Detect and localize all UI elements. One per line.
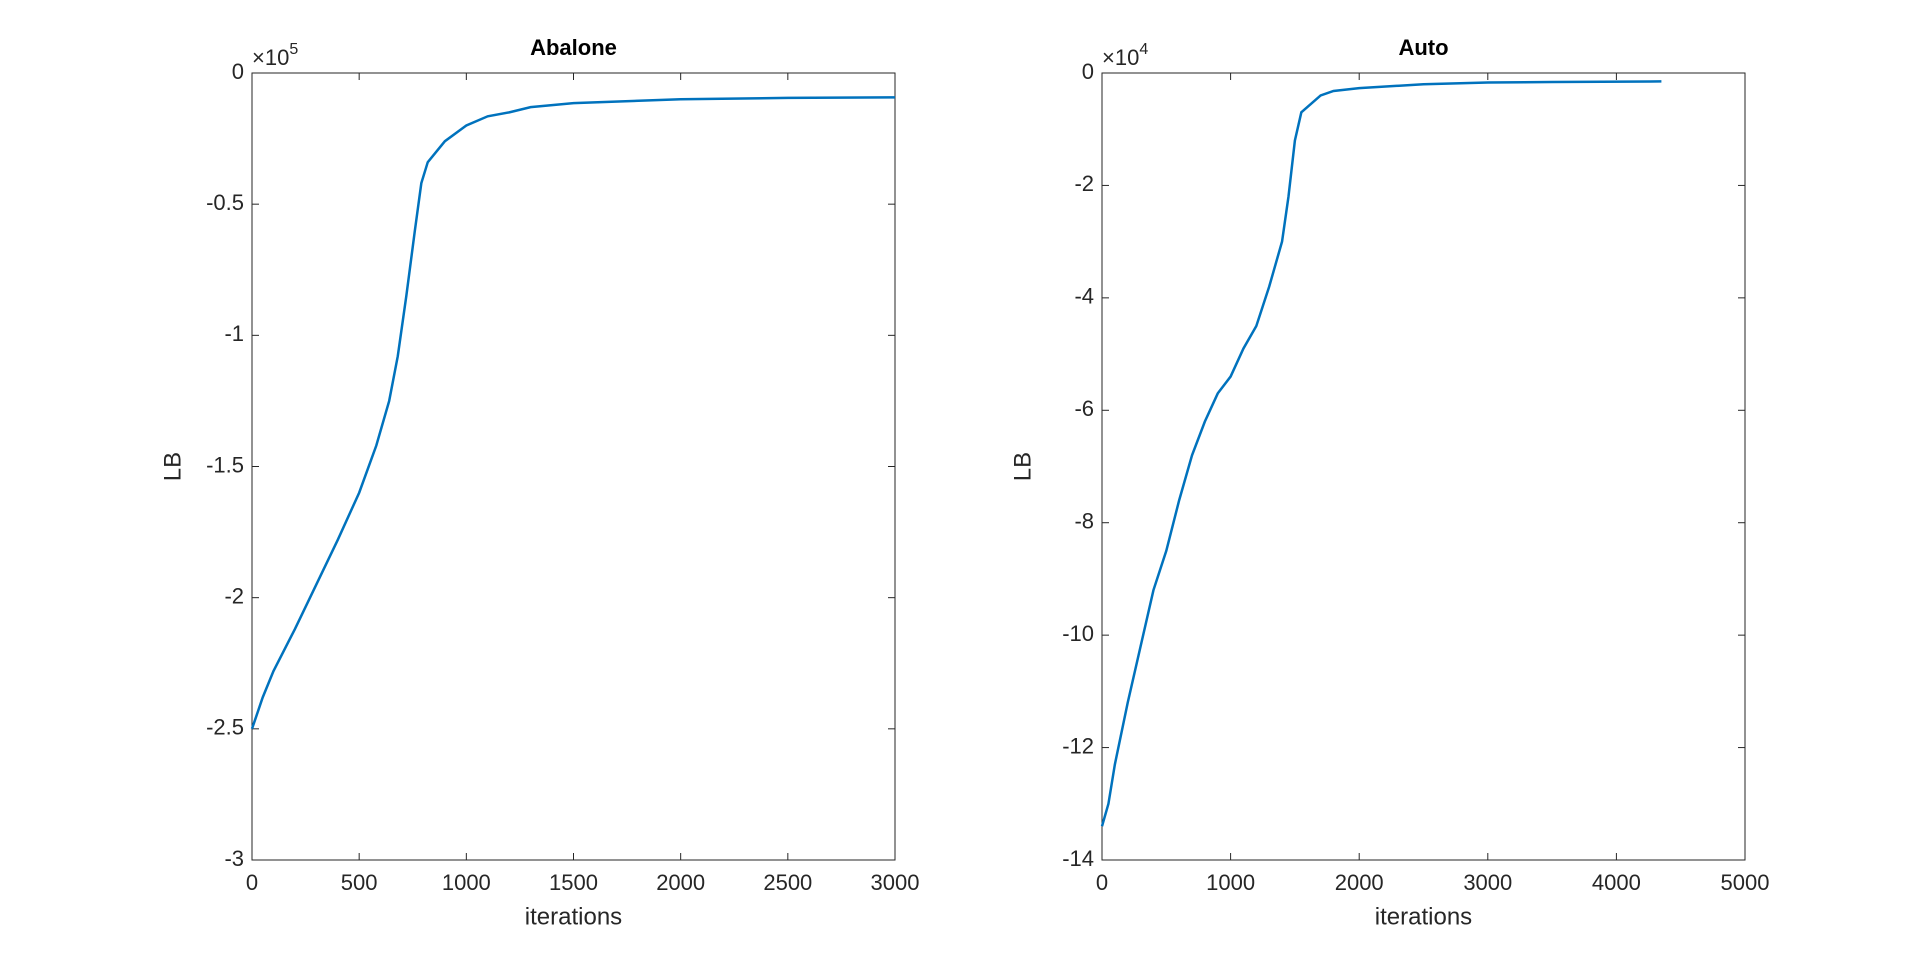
y-tick-label: -0.5 xyxy=(206,190,244,215)
y-axis-label: LB xyxy=(1009,452,1036,481)
x-axis-label: iterations xyxy=(525,903,622,930)
y-multiplier: ×105 xyxy=(252,41,298,70)
x-tick-label: 1000 xyxy=(1206,870,1255,895)
multiplier-base: ×10 xyxy=(1102,45,1139,70)
y-tick-label: -2.5 xyxy=(206,715,244,740)
y-tick-label: 0 xyxy=(1082,59,1094,84)
y-tick-label: -10 xyxy=(1062,621,1094,646)
chart-title: Auto xyxy=(1398,35,1448,60)
y-tick-label: -6 xyxy=(1074,396,1094,421)
y-tick-label: -8 xyxy=(1074,509,1094,534)
plot-area xyxy=(1101,72,1746,861)
multiplier-exponent: 4 xyxy=(1139,41,1148,58)
y-tick-label: -2 xyxy=(224,583,244,608)
y-tick-label: -3 xyxy=(224,846,244,871)
x-axis-label: iterations xyxy=(1375,903,1472,930)
x-tick-label: 1500 xyxy=(549,870,598,895)
x-tick-label: 3000 xyxy=(1463,870,1512,895)
x-tick-label: 2000 xyxy=(1335,870,1384,895)
x-tick-label: 1000 xyxy=(442,870,491,895)
plot-area xyxy=(251,72,896,861)
y-tick-label: -1 xyxy=(224,321,244,346)
x-tick-label: 5000 xyxy=(1721,870,1770,895)
data-line xyxy=(250,96,896,730)
x-tick-label: 2500 xyxy=(763,870,812,895)
multiplier-base: ×10 xyxy=(252,45,289,70)
x-tick-label: 4000 xyxy=(1592,870,1641,895)
y-axis-label: LB xyxy=(159,452,186,481)
x-tick-label: 0 xyxy=(1096,870,1108,895)
chart-title: Abalone xyxy=(530,35,617,60)
x-tick-label: 2000 xyxy=(656,870,705,895)
y-tick-label: -4 xyxy=(1074,284,1094,309)
x-tick-label: 3000 xyxy=(871,870,920,895)
data-line xyxy=(1100,80,1662,827)
y-tick-label: -14 xyxy=(1062,846,1094,871)
x-tick-label: 0 xyxy=(246,870,258,895)
y-tick-label: 0 xyxy=(232,59,244,84)
y-tick-label: -12 xyxy=(1062,733,1094,758)
x-tick-label: 500 xyxy=(341,870,378,895)
y-tick-label: -1.5 xyxy=(206,452,244,477)
multiplier-exponent: 5 xyxy=(289,41,298,58)
y-tick-label: -2 xyxy=(1074,171,1094,196)
y-multiplier: ×104 xyxy=(1102,41,1148,70)
